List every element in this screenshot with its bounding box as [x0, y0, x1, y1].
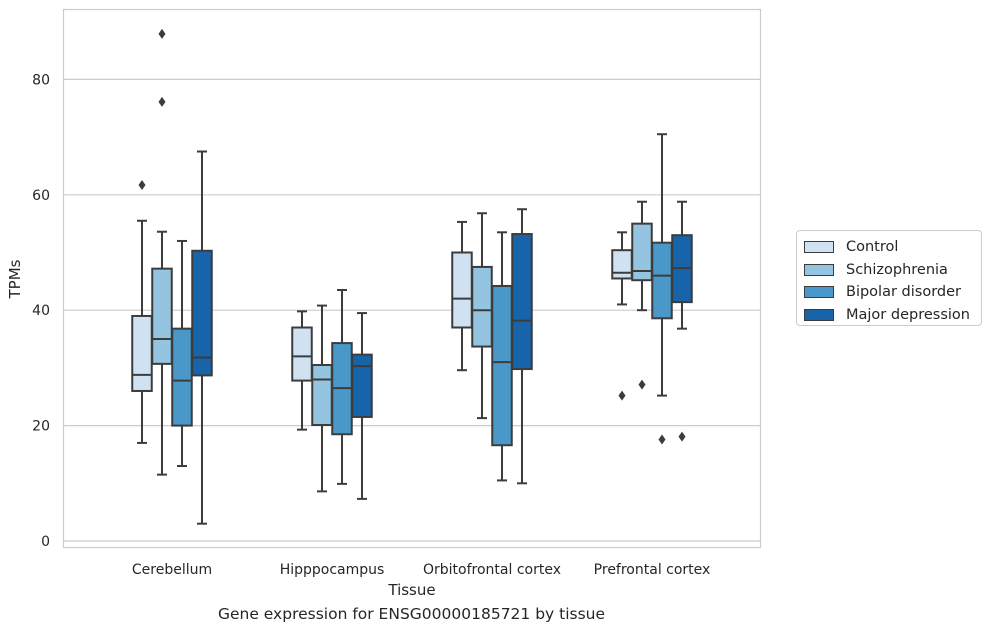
box-control-orbitofrontal-cortex	[451, 220, 473, 372]
box-major-depression-prefrontal-cortex	[671, 200, 693, 442]
x-tick-labels: Cerebellum Hipppocampus Orbitofrontal cort…	[132, 562, 710, 578]
outlier-major-depression-prefrontal-cortex-0	[678, 431, 686, 442]
legend-item-control: Control	[797, 236, 981, 259]
legend-label-bipolar-disorder: Bipolar disorder	[846, 284, 961, 301]
legend-swatch-control	[804, 241, 834, 254]
iqr-box-control-cerebellum	[131, 314, 153, 392]
legend-item-schizophrenia: Schizophrenia	[797, 259, 981, 282]
series-schizophrenia	[151, 28, 653, 493]
series-control	[131, 179, 633, 444]
box-bipolar-disorder-prefrontal-cortex	[651, 133, 673, 445]
box-bipolar-disorder-hipppocampus	[331, 289, 353, 485]
legend-swatch-bipolar-disorder	[804, 286, 834, 299]
outlier-schizophrenia-cerebellum-0	[158, 96, 166, 107]
iqr-box-major-depression-orbitofrontal-cortex	[511, 233, 533, 371]
legend-swatch-schizophrenia	[804, 263, 834, 276]
series-major-depression	[191, 150, 693, 525]
legend-swatch-major-depression	[804, 308, 834, 321]
outlier-control-cerebellum-0	[138, 179, 146, 190]
box-control-hipppocampus	[291, 310, 313, 431]
y-axis-label: TPMs	[6, 259, 24, 299]
iqr-box-major-depression-hipppocampus	[351, 353, 373, 418]
legend-label-control: Control	[846, 239, 899, 256]
outlier-control-prefrontal-cortex-0	[618, 390, 626, 401]
iqr-box-schizophrenia-orbitofrontal-cortex	[471, 265, 493, 348]
iqr-box-control-hipppocampus	[291, 326, 313, 382]
outlier-bipolar-disorder-prefrontal-cortex-0	[658, 434, 666, 445]
x-tick-label-hipppocampus: Hipppocampus	[280, 562, 385, 578]
box-schizophrenia-cerebellum	[151, 28, 173, 476]
box-bipolar-disorder-cerebellum	[171, 239, 193, 467]
y-tick-label-40: 40	[32, 303, 50, 319]
series-bipolar-disorder	[171, 133, 673, 485]
iqr-box-schizophrenia-hipppocampus	[311, 364, 333, 427]
x-tick-label-orbitofrontal-cortex: Orbitofrontal cortex	[423, 562, 561, 578]
iqr-box-bipolar-disorder-orbitofrontal-cortex	[491, 284, 513, 447]
legend-label-major-depression: Major depression	[846, 306, 970, 323]
iqr-box-major-depression-cerebellum	[191, 249, 213, 377]
box-control-cerebellum	[131, 179, 153, 444]
iqr-box-control-prefrontal-cortex	[611, 249, 633, 280]
x-axis-label: Tissue	[387, 581, 435, 599]
box-series	[131, 28, 693, 525]
iqr-box-bipolar-disorder-prefrontal-cortex	[651, 241, 673, 320]
box-control-prefrontal-cortex	[611, 231, 633, 401]
legend-item-major-depression: Major depression	[797, 304, 981, 327]
x-tick-label-prefrontal-cortex: Prefrontal cortex	[594, 562, 711, 578]
outlier-schizophrenia-cerebellum-1	[158, 28, 166, 39]
box-major-depression-cerebellum	[191, 150, 213, 525]
box-major-depression-hipppocampus	[351, 312, 373, 500]
y-tick-label-0: 0	[41, 534, 50, 550]
plot-area-frame	[62, 8, 762, 549]
legend-item-bipolar-disorder: Bipolar disorder	[797, 281, 981, 304]
iqr-box-schizophrenia-cerebellum	[151, 267, 173, 365]
y-tick-label-20: 20	[32, 419, 50, 435]
iqr-box-control-orbitofrontal-cortex	[451, 251, 473, 329]
figure-caption: Gene expression for ENSG00000185721 by t…	[217, 605, 606, 623]
box-schizophrenia-orbitofrontal-cortex	[471, 212, 493, 420]
box-schizophrenia-hipppocampus	[311, 304, 333, 493]
box-major-depression-orbitofrontal-cortex	[511, 208, 533, 485]
box-bipolar-disorder-orbitofrontal-cortex	[491, 231, 513, 482]
y-tick-label-80: 80	[32, 72, 50, 88]
outlier-schizophrenia-prefrontal-cortex-0	[638, 379, 646, 390]
box-schizophrenia-prefrontal-cortex	[631, 200, 653, 390]
iqr-box-bipolar-disorder-cerebellum	[171, 327, 193, 427]
y-tick-labels: 0 20 40 60 80	[32, 72, 50, 550]
legend-label-schizophrenia: Schizophrenia	[846, 261, 948, 278]
y-tick-label-60: 60	[32, 188, 50, 204]
x-tick-label-cerebellum: Cerebellum	[132, 562, 212, 578]
legend: Control Schizophrenia Bipolar disorder M…	[796, 230, 982, 326]
